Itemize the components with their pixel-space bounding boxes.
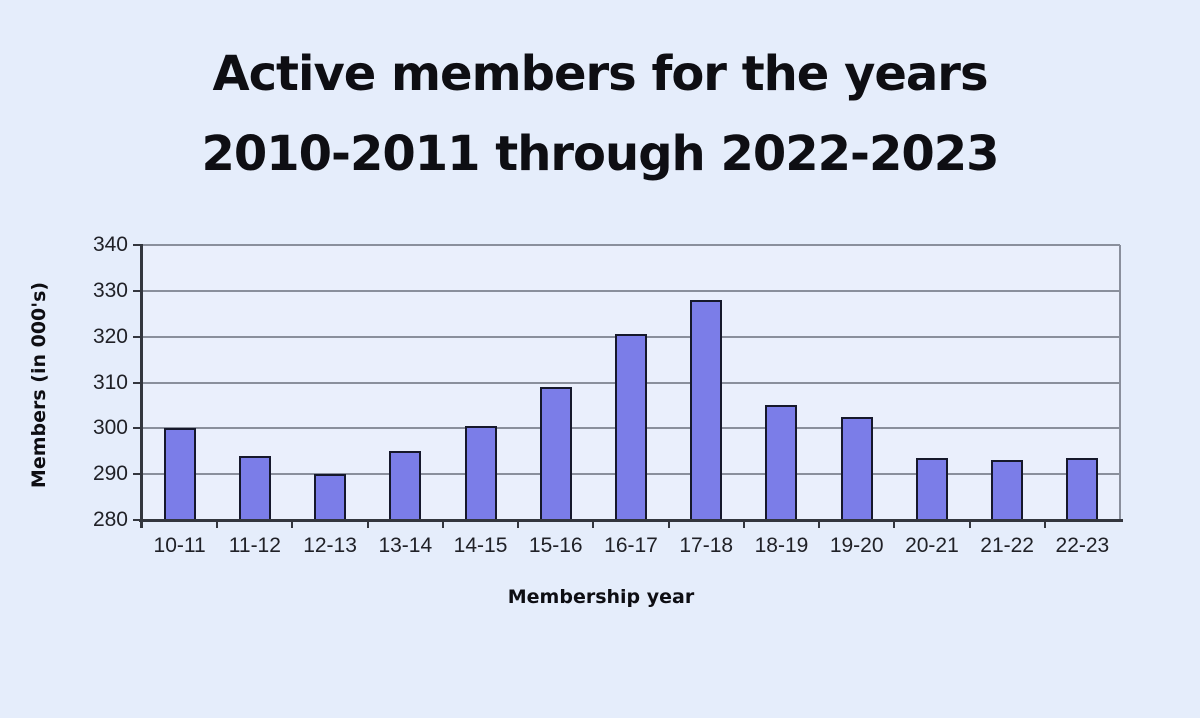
bar: [915, 458, 948, 520]
bar: [991, 460, 1024, 520]
chart-title: Active members for the years 2010-2011 t…: [0, 34, 1200, 194]
x-axis-tick: [893, 520, 896, 528]
y-tick-label: 290: [92, 462, 128, 486]
bar: [765, 405, 798, 520]
x-tick-label: 15-16: [528, 534, 583, 557]
x-tick-label: 11-12: [228, 534, 281, 557]
x-tick-label: 12-13: [303, 534, 357, 557]
x-tick-label: 16-17: [604, 534, 658, 557]
y-tick-label: 280: [92, 508, 128, 531]
x-axis-title: Membership year: [507, 586, 695, 608]
x-axis-tick: [1043, 520, 1046, 528]
y-axis-tick: [133, 473, 142, 476]
x-tick-label: 14-15: [453, 534, 508, 557]
y-tick-label: 330: [92, 278, 128, 302]
x-tick-label: 13-14: [378, 534, 433, 557]
bar: [464, 426, 497, 520]
y-axis-line: [140, 244, 143, 528]
y-tick-label: 320: [92, 324, 128, 348]
x-axis-tick: [818, 520, 821, 528]
y-axis-tick: [133, 519, 142, 521]
plot-right-border: [1119, 245, 1121, 520]
y-axis-tick: [133, 289, 142, 292]
bar: [314, 474, 347, 520]
y-axis-tick: [133, 381, 142, 384]
x-axis-tick: [592, 520, 595, 528]
x-tick-label: 21-22: [980, 534, 1034, 557]
bar: [840, 416, 873, 520]
x-tick-label: 20-21: [905, 534, 959, 557]
x-axis-tick: [517, 520, 520, 528]
y-axis-tick: [133, 335, 142, 338]
bar: [539, 387, 572, 520]
x-axis-tick: [667, 520, 670, 528]
bar: [1066, 458, 1099, 520]
x-axis-tick: [968, 520, 971, 528]
y-tick-label: 310: [92, 370, 128, 394]
bar: [238, 455, 271, 520]
bar: [389, 451, 422, 520]
bar: [163, 428, 196, 520]
y-axis-tick: [133, 427, 142, 430]
gridline: [142, 289, 1120, 292]
chart-title-line2: 2010-2011 through 2022-2023: [201, 126, 999, 182]
x-tick-label: 22-23: [1055, 534, 1110, 557]
y-tick-label: 300: [92, 416, 128, 440]
y-axis-tick: [133, 244, 142, 246]
bar: [615, 334, 647, 520]
x-axis-tick: [216, 520, 219, 528]
x-tick-label: 10-11: [153, 534, 206, 557]
x-axis-tick: [366, 520, 369, 528]
x-axis-tick: [441, 520, 444, 528]
x-axis-tick: [742, 520, 745, 528]
gridline: [142, 244, 1120, 246]
y-tick-label: 340: [92, 233, 128, 256]
x-axis-line: [139, 519, 1123, 522]
x-tick-label: 19-20: [829, 534, 884, 557]
x-axis-tick: [291, 520, 294, 528]
x-tick-label: 18-19: [754, 534, 809, 557]
x-tick-label: 17-18: [679, 534, 734, 557]
chart-title-line1: Active members for the years: [212, 46, 988, 102]
bar: [690, 300, 723, 520]
